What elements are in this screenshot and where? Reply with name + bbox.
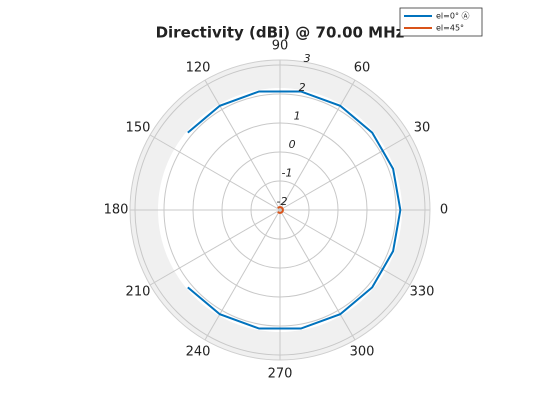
legend-box [399, 7, 483, 37]
series-line [277, 206, 284, 214]
grid-spoke [279, 209, 411, 286]
legend-label: el=45° [436, 24, 464, 33]
grid-spoke [204, 79, 281, 211]
r-tick-label: 2 [299, 81, 306, 94]
angle-tick-label: 90 [272, 39, 289, 54]
legend: el=0° Ⓐ el=45° [399, 7, 483, 37]
r-tick-label: -1 [282, 166, 293, 179]
grid-spoke [149, 134, 281, 211]
legend-label: el=0° Ⓐ [436, 12, 469, 21]
angle-tick-label: 330 [410, 285, 435, 300]
grid-spoke [279, 79, 356, 211]
marks [187, 90, 402, 330]
r-tick-label: 1 [294, 109, 301, 122]
angle-tick-label: 240 [186, 345, 211, 360]
r-tick-label: 3 [304, 52, 311, 65]
grid [130, 60, 430, 360]
angle-tick-label: 210 [126, 285, 151, 300]
angle-tick-label: 0 [440, 203, 448, 218]
angle-tick-label: 30 [414, 121, 431, 136]
angle-tick-label: 150 [126, 121, 151, 136]
grid-spoke [149, 209, 281, 286]
chart-title: Directivity (dBi) @ 70.00 MHz [156, 24, 405, 42]
grid-spoke [279, 209, 356, 341]
angle-tick-label: 60 [354, 60, 371, 75]
series-line [187, 90, 402, 330]
angle-tick-label: 180 [104, 203, 129, 218]
grid-spoke [279, 134, 411, 211]
angle-tick-label: 120 [186, 60, 211, 75]
angle-tick-label: 270 [268, 367, 293, 382]
grid-spoke [204, 209, 281, 341]
angle-tick-label: 300 [350, 345, 375, 360]
r-tick-label: -2 [277, 195, 288, 208]
r-tick-label: 0 [289, 138, 296, 151]
